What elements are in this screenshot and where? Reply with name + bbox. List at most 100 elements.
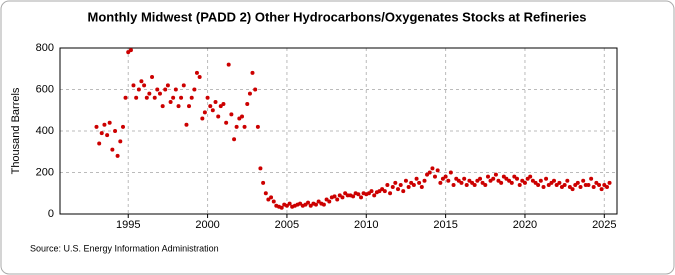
data-point (446, 178, 451, 183)
data-point (586, 182, 591, 187)
data-point (152, 95, 157, 100)
data-point (107, 120, 112, 125)
data-point (163, 87, 168, 92)
x-tick-label: 2020 (513, 219, 537, 231)
data-point (247, 91, 252, 96)
data-point (208, 104, 213, 109)
data-point (269, 195, 274, 200)
data-point (480, 180, 485, 185)
data-point (308, 203, 313, 208)
x-tick-label: 1995 (116, 219, 140, 231)
data-point (113, 129, 118, 133)
data-point (245, 102, 250, 107)
data-point (435, 168, 440, 173)
data-point (105, 133, 110, 138)
data-point (372, 193, 377, 198)
data-point (144, 95, 149, 100)
data-point (134, 95, 139, 100)
data-point (393, 180, 398, 185)
data-point (340, 195, 345, 200)
data-point (451, 182, 456, 187)
data-point (316, 199, 321, 204)
data-point (258, 166, 263, 171)
data-point (406, 185, 411, 190)
data-point (485, 174, 490, 179)
data-point (147, 91, 152, 96)
data-point (234, 124, 239, 129)
data-point (173, 87, 178, 92)
x-tick-label: 2025 (592, 219, 616, 231)
data-point (160, 104, 165, 109)
data-point (240, 114, 245, 119)
source-note: Source: U.S. Energy Information Administ… (30, 243, 219, 253)
data-point (261, 180, 266, 185)
data-point (520, 178, 525, 183)
data-point (467, 178, 472, 183)
data-point (570, 187, 575, 192)
data-point (425, 172, 430, 177)
data-point (432, 174, 437, 179)
data-point (218, 104, 223, 109)
data-point (602, 182, 607, 187)
data-point (102, 122, 107, 127)
data-point (396, 187, 401, 192)
data-point (263, 191, 268, 196)
data-point (475, 178, 480, 183)
data-point (409, 180, 414, 185)
data-point (313, 202, 318, 207)
data-point (599, 187, 604, 192)
data-point (605, 185, 610, 190)
data-point (150, 75, 155, 80)
data-point (507, 178, 512, 183)
data-point (205, 95, 210, 100)
data-point (581, 178, 586, 183)
data-point (168, 99, 173, 104)
data-point (499, 180, 504, 185)
y-tick-label: 600 (36, 83, 54, 95)
data-point (464, 182, 469, 187)
data-point (213, 99, 218, 104)
data-point (197, 75, 202, 80)
data-point (324, 197, 329, 202)
data-point (377, 189, 382, 194)
data-point (538, 178, 543, 183)
data-point (157, 91, 162, 96)
data-point (554, 182, 559, 187)
data-point (411, 182, 416, 187)
data-point (488, 178, 493, 183)
data-point (332, 194, 337, 199)
data-point (589, 176, 594, 181)
data-point (472, 182, 477, 187)
data-point (120, 124, 125, 129)
data-point (544, 176, 549, 181)
data-point (591, 185, 596, 190)
data-point (398, 182, 403, 187)
data-point (123, 95, 128, 100)
data-point (176, 104, 181, 109)
data-point (536, 182, 541, 187)
y-tick-label: 400 (36, 125, 54, 137)
data-point (557, 180, 562, 185)
data-point (226, 62, 231, 67)
data-point (99, 131, 104, 136)
data-point (187, 104, 192, 109)
data-point (287, 201, 292, 206)
data-point (491, 176, 496, 181)
data-point (115, 153, 120, 158)
data-point (250, 70, 255, 75)
data-point (456, 178, 461, 183)
data-point (221, 102, 226, 107)
data-point (546, 182, 551, 187)
data-point (597, 182, 602, 187)
data-point (419, 185, 424, 190)
data-point (242, 124, 247, 129)
data-point (443, 174, 448, 179)
data-point (528, 174, 533, 179)
data-point (567, 185, 572, 190)
data-point (139, 79, 144, 84)
y-tick-label: 0 (48, 208, 54, 220)
data-point (255, 124, 260, 129)
data-point (565, 178, 570, 183)
